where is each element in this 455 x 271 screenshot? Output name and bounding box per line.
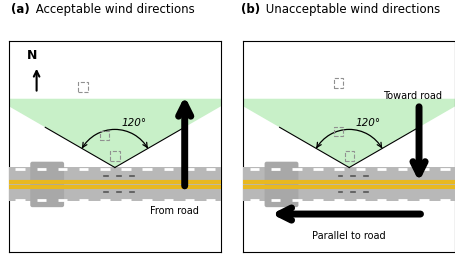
Text: 120°: 120° [355, 118, 381, 128]
Text: 120°: 120° [121, 118, 147, 128]
Bar [334, 78, 343, 88]
Polygon shape [0, 99, 234, 167]
Text: Parallel to road: Parallel to road [313, 231, 386, 241]
Text: Toward road: Toward road [383, 91, 442, 101]
Text: N: N [27, 49, 38, 62]
Text: Unacceptable wind directions: Unacceptable wind directions [262, 3, 440, 16]
Bar [79, 82, 88, 92]
FancyBboxPatch shape [30, 162, 64, 207]
Bar [243, 167, 455, 252]
Text: Acceptable wind directions: Acceptable wind directions [32, 3, 195, 16]
Polygon shape [230, 99, 455, 167]
Bar [100, 131, 109, 140]
FancyBboxPatch shape [264, 162, 298, 207]
Bar [334, 127, 343, 136]
Text: (a): (a) [11, 3, 30, 16]
Bar [110, 151, 120, 160]
Text: (b): (b) [241, 3, 260, 16]
Text: From road: From road [150, 206, 198, 216]
Bar [9, 167, 221, 201]
Bar [344, 151, 354, 160]
Bar [243, 167, 455, 201]
Bar [9, 167, 221, 252]
